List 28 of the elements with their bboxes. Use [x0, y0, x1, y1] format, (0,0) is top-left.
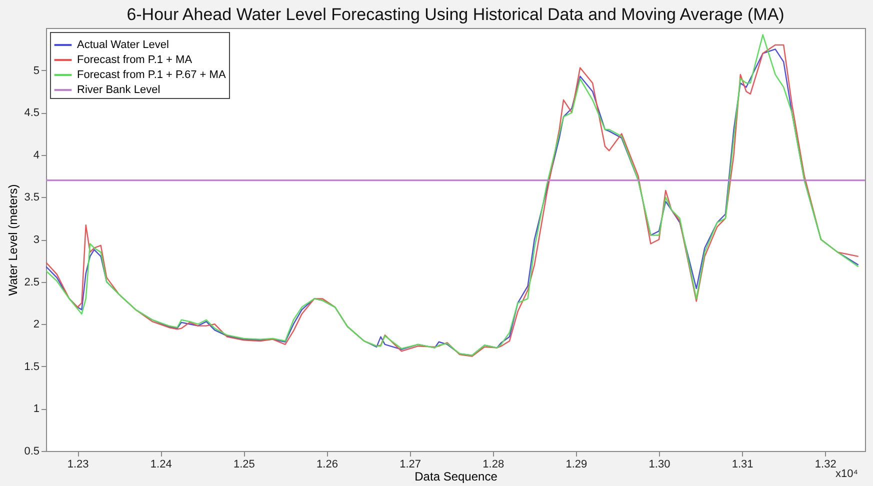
legend-label: River Bank Level — [77, 84, 160, 96]
legend-label: Forecast from P.1 + MA — [77, 54, 193, 66]
y-tick-label: 0.5 — [24, 446, 40, 458]
chart-title: 6-Hour Ahead Water Level Forecasting Using Historical Data and Moving Average (MA) — [126, 5, 784, 24]
x-tick-label: 1.26 — [316, 458, 338, 470]
text: x10⁴ — [836, 468, 858, 480]
legend-label: Forecast from P.1 + P.67 + MA — [77, 69, 226, 81]
y-tick-label: 3 — [33, 234, 40, 246]
y-tick-label: 3.5 — [24, 192, 40, 204]
x-tick-label: 1.31 — [732, 458, 754, 470]
y-axis-title: Water Level (meters) — [6, 184, 20, 296]
x-tick-label: 1.28 — [482, 458, 504, 470]
x-tick-label: 1.23 — [67, 458, 89, 470]
y-tick-label: 4 — [33, 149, 40, 162]
x-tick-label: 1.32 — [814, 458, 836, 470]
x-tick-label: 1.30 — [648, 458, 670, 470]
x-axis-title: Data Sequence — [414, 470, 498, 484]
y-tick-label: 1.5 — [24, 360, 40, 373]
x-tick-label: 1.29 — [566, 458, 588, 470]
y-tick-label: 4.5 — [24, 107, 40, 120]
y-tick-label: 1 — [33, 403, 40, 416]
x-tick-label: 1.27 — [400, 458, 422, 470]
x-tick-label: 1.24 — [150, 458, 172, 470]
y-tick-label: 2.5 — [24, 276, 40, 288]
x-tick-label: 1.25 — [233, 458, 255, 470]
y-tick-label: 2 — [33, 318, 40, 331]
y-tick-label: 5 — [33, 64, 40, 77]
legend-label: Actual Water Level — [77, 39, 169, 51]
